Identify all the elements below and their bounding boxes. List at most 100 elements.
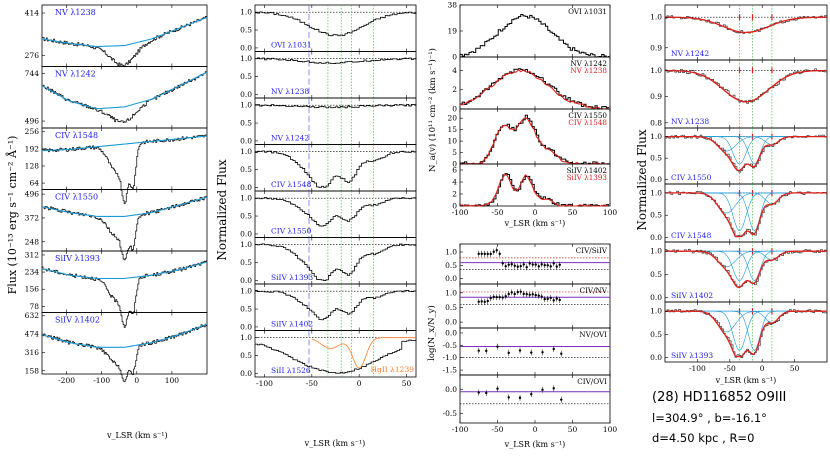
normflux-panel-label: NV λ1242 — [271, 134, 309, 143]
flux-y-axis-title: Flux (10⁻¹³ erg s⁻¹ cm⁻² Å⁻¹) — [5, 136, 19, 295]
normflux-y-tick-label: 1.0 — [240, 147, 252, 156]
normflux-profile-line — [255, 150, 417, 188]
fit-y-tick-label: 1.0 — [650, 307, 662, 316]
fit-component-curve — [665, 192, 827, 205]
ratio-x-label: 0 — [533, 425, 538, 434]
ratio-panel-label: CIV/OVI — [577, 377, 607, 386]
ratio-y-tick-label: -0.5 — [443, 409, 458, 418]
ratio-y-axis-title: log(N_x/N_y) — [426, 305, 437, 361]
ratio-x-label: -100 — [452, 425, 469, 434]
normflux-y-tick-label: 1.0 — [240, 194, 252, 203]
ratio-y-tick-label: -1.5 — [443, 366, 458, 375]
flux-spectrum-line — [42, 71, 207, 123]
normflux-x-label: -100 — [256, 379, 273, 388]
fit-x-label: 0 — [760, 364, 765, 373]
normflux-panel-label: OVI λ1031 — [271, 41, 312, 50]
hgii-overlay-line — [311, 337, 416, 369]
normflux-panel-label: SiIV λ1402 — [271, 320, 313, 329]
normflux-profile-line — [255, 57, 417, 64]
flux-panel-label: NV λ1242 — [55, 70, 96, 79]
ratio-y-tick-label: 0.5 — [445, 261, 457, 270]
fit-model-line — [664, 16, 828, 34]
fit-y-tick-label: 1.0 — [650, 132, 662, 141]
fit-y-tick-label: 0.5 — [650, 330, 662, 339]
fit-x-axis-title: v_LSR (km s⁻¹) — [715, 376, 777, 385]
normflux-panel-label: SiII λ1526 — [271, 366, 311, 375]
coldens-y-tick-label: 15 — [447, 125, 457, 134]
fit-panel-label: NV λ1238 — [671, 117, 709, 126]
ratio-y-tick-label: 1.0 — [445, 288, 457, 297]
fit-y-tick-label: 0.9 — [650, 92, 662, 101]
normflux-y-tick-label: 1.0 — [240, 8, 252, 17]
flux-y-tick-label: 744 — [25, 69, 40, 78]
flux-y-tick-label: 234 — [25, 268, 40, 277]
ratio-y-tick-label: -1.0 — [443, 353, 458, 362]
flux-spectrum-line — [42, 260, 207, 328]
flux-y-tick-label: 312 — [25, 250, 40, 259]
fit-component-curve — [665, 250, 827, 268]
fit-y-tick-label: 0.9 — [650, 43, 662, 52]
coldens-red-line — [459, 173, 609, 207]
fit-y-tick-label: 0.0 — [650, 293, 662, 302]
normflux-y-tick-label: 0.5 — [240, 305, 252, 314]
fit-component-curve — [665, 192, 827, 214]
normflux-y-tick-label: 0.0 — [240, 322, 252, 331]
flux-panel-label: SiIV λ1393 — [55, 254, 100, 263]
flux-y-tick-label: 372 — [25, 213, 40, 222]
flux-y-tick-label: 496 — [25, 190, 40, 199]
normflux-panel-label: CIV λ1548 — [271, 180, 312, 189]
fit-data-line — [665, 68, 827, 104]
flux-y-tick-label: 248 — [25, 237, 40, 246]
continuum-fit-line — [41, 135, 208, 152]
fit-panel-label: SiIV λ1393 — [671, 351, 713, 360]
flux-spectrum-line — [42, 323, 207, 382]
fit-panel-label: SiIV λ1402 — [671, 291, 713, 300]
flux-panel-label: NV λ1238 — [55, 8, 96, 17]
fit-y-tick-label: 0.0 — [650, 233, 662, 242]
normflux-y-tick-label: 1.0 — [240, 287, 252, 296]
flux-y-tick-label: 156 — [25, 285, 40, 294]
flux-y-tick-label: 414 — [25, 8, 40, 17]
coldens-x-label: 50 — [568, 208, 578, 217]
flux-spectrum-line — [42, 134, 207, 204]
normflux-y-tick-label: 0.0 — [240, 229, 252, 238]
fit-x-label: 50 — [790, 364, 800, 373]
fit-component-curve — [665, 250, 827, 261]
coldens-y-tick-label: 20 — [447, 114, 457, 123]
normflux-x-axis-title: v_LSR (km s⁻¹) — [304, 439, 366, 448]
normflux-profile-line — [255, 197, 417, 227]
coldens-y-tick-label: 2 — [452, 190, 457, 199]
normflux-y-tick-label: 0.5 — [240, 119, 252, 128]
flux-y-tick-label: 496 — [25, 117, 40, 126]
normflux-y-tick-label: 0.5 — [240, 165, 252, 174]
normflux-y-tick-label: 0.0 — [240, 183, 252, 192]
continuum-fit-line — [41, 323, 208, 348]
fit-panel-label: NV λ1242 — [671, 49, 709, 58]
fit-y-tick-label: 0.5 — [650, 270, 662, 279]
coldens-y-tick-label: 5 — [452, 148, 457, 157]
normflux-x-label: 50 — [402, 379, 412, 388]
normflux-y-tick-label: 0.5 — [240, 351, 252, 360]
coldens-y-tick-label: 10 — [447, 137, 457, 146]
normflux-y-tick-label: 0.0 — [240, 43, 252, 52]
fit-data-line — [665, 249, 827, 288]
coldens-x-label: 100 — [603, 208, 618, 217]
normflux-y-tick-label: 0.0 — [240, 90, 252, 99]
flux-y-tick-label: 276 — [25, 51, 40, 60]
normflux-panel-label: CIV λ1550 — [271, 227, 312, 236]
flux-panel-label: SiIV λ1402 — [55, 316, 100, 325]
normflux-x-label: 0 — [357, 379, 362, 388]
flux-y-tick-label: 632 — [25, 311, 40, 320]
fit-model-line — [665, 310, 827, 358]
coldens-x-label: 0 — [533, 208, 538, 217]
coldens-panel-label: NV λ1238 — [570, 66, 607, 75]
fit-component-curve — [665, 136, 827, 165]
flux-x-label: -200 — [58, 376, 75, 385]
ratio-x-label: -50 — [491, 425, 503, 434]
ratio-y-tick-label: 0.0 — [445, 274, 457, 283]
normflux-profile-line — [255, 290, 417, 321]
continuum-fit-line — [41, 261, 208, 280]
normflux-y-tick-label: 1.0 — [240, 101, 252, 110]
fit-panel-label: CIV λ1548 — [671, 231, 712, 240]
